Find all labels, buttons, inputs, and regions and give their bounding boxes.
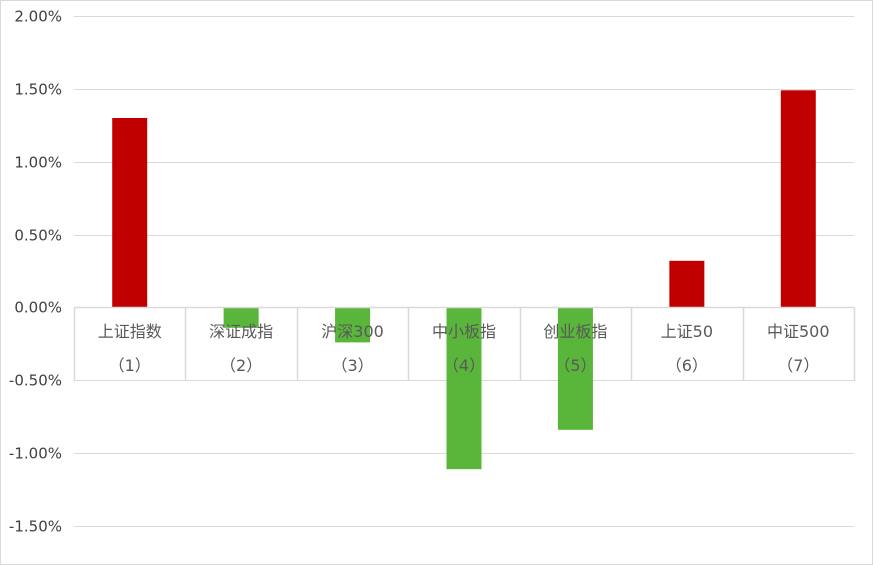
y-tick-label: 0.00% xyxy=(14,299,62,317)
category-index-label: （1） xyxy=(109,356,151,375)
bar-1 xyxy=(112,118,148,308)
bar-6 xyxy=(669,260,705,308)
y-tick-label: -1.00% xyxy=(9,445,62,463)
category-label: 上证50 xyxy=(661,322,713,341)
category-label: 沪深300 xyxy=(321,322,384,341)
bar-7 xyxy=(780,90,816,308)
category-label: 创业板指 xyxy=(543,322,607,341)
category-label: 中证500 xyxy=(767,322,830,341)
y-tick-label: 1.00% xyxy=(14,154,62,172)
category-index-label: （2） xyxy=(220,356,262,375)
y-tick-label: 1.50% xyxy=(14,81,62,99)
category-label: 中小板指 xyxy=(432,322,496,341)
category-label: 上证指数 xyxy=(98,322,162,341)
category-index-label: （6） xyxy=(666,356,708,375)
bar-4 xyxy=(446,307,482,470)
bars xyxy=(112,90,816,470)
y-tick-label: -0.50% xyxy=(9,372,62,390)
bar-5 xyxy=(557,307,593,430)
category-index-label: （5） xyxy=(554,356,596,375)
bar-2 xyxy=(223,307,259,328)
category-index-label: （3） xyxy=(331,356,373,375)
y-tick-labels: 2.00% 1.50% 1.00% 0.50% 0.00% -0.50% -1.00% -1.… xyxy=(9,8,62,536)
y-tick-label: 2.00% xyxy=(14,8,62,26)
category-label: 深证成指 xyxy=(209,322,273,341)
y-tick-label: -1.50% xyxy=(9,518,62,536)
bar-3 xyxy=(335,307,371,343)
category-index-label: （4） xyxy=(443,356,485,375)
category-index-label: （7） xyxy=(777,356,819,375)
category-axis: 上证指数 （1） 深证成指 （2） 沪深300 （3） 中小板指 （4） 创业板指 （5） 上证50… xyxy=(73,306,856,381)
y-tick-label: 0.50% xyxy=(14,227,62,245)
